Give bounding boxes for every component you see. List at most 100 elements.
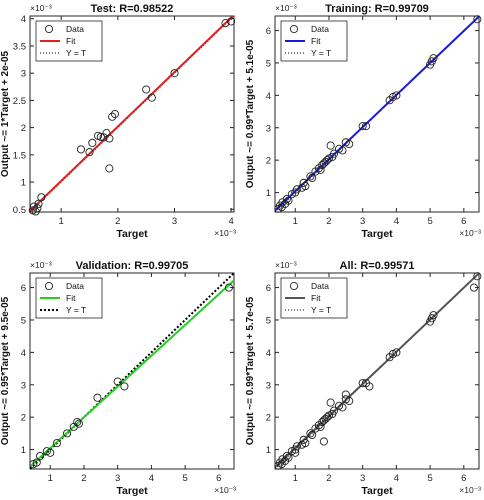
legend: Data Fit Y = T [35, 277, 103, 319]
data-point [301, 439, 310, 448]
x-tick-label: 1 [59, 216, 64, 227]
data-point [76, 145, 86, 154]
x-axis-label: Target [116, 485, 148, 497]
y-tick-label: 3 [266, 380, 271, 391]
data-point [358, 379, 367, 388]
data-point [284, 196, 293, 205]
data-point [37, 193, 46, 202]
data-point [105, 134, 114, 143]
legend: Data Fit Y = T [280, 20, 348, 62]
x-axis-label: Target [361, 228, 393, 240]
data-point [308, 173, 317, 183]
data-point [326, 141, 335, 150]
data-point [284, 453, 293, 462]
y-tick-label: 0.5 [13, 205, 26, 216]
y-tick-label: 1 [266, 445, 271, 456]
data-point [170, 69, 179, 78]
chart-title: Test: R=0.98522 [91, 3, 174, 15]
x-tick-label: 2 [326, 473, 331, 484]
y-tick-label: 4 [266, 91, 271, 102]
data-point [319, 437, 328, 446]
data-point [392, 348, 401, 357]
y-exponent-label: ×10⁻³ [275, 3, 297, 13]
data-point [282, 194, 291, 204]
data-point [429, 54, 438, 63]
y-tick-label: 5 [21, 315, 26, 326]
data-point [365, 382, 374, 391]
x-exponent-label: ×10⁻³ [459, 228, 481, 238]
data-point [338, 403, 347, 412]
y-tick-label: 6 [21, 283, 26, 294]
data-point [316, 422, 325, 431]
data-point [341, 390, 350, 399]
legend-label-fit: Fit [66, 293, 76, 303]
x-tick-label: 1 [48, 473, 53, 484]
data-point [306, 172, 315, 181]
identity-line [30, 273, 234, 469]
data-point [291, 448, 300, 457]
x-tick-label: 3 [360, 473, 365, 484]
legend-data-marker [44, 281, 54, 291]
y-exponent-label: ×10⁻³ [30, 3, 52, 13]
data-point [105, 164, 114, 173]
x-tick-label: 4 [149, 473, 154, 484]
data-point [473, 15, 482, 24]
data-point [46, 448, 55, 457]
chart-title: Training: R=0.99709 [325, 3, 429, 15]
y-tick-label: 3 [266, 123, 271, 134]
x-axis-label: Target [116, 228, 148, 240]
y-tick-label: 5 [266, 58, 271, 69]
legend: Data Fit Y = T [35, 20, 103, 62]
legend-label-data: Data [311, 24, 329, 34]
fit-line [275, 273, 479, 469]
data-point [108, 112, 117, 121]
x-tick-label: 1 [293, 216, 298, 227]
legend-data-marker [289, 24, 299, 34]
x-tick-label: 1 [293, 473, 298, 484]
y-tick-label: 2.5 [13, 96, 26, 107]
y-tick-label: 1 [21, 445, 26, 456]
legend-label-fit: Fit [66, 36, 76, 46]
legend-label-data: Data [66, 24, 84, 34]
x-tick-label: 3 [172, 216, 177, 227]
data-point [74, 419, 83, 428]
legend-label-identity: Y = T [311, 48, 331, 58]
data-point [301, 182, 310, 191]
data-point [292, 185, 301, 194]
y-tick-label: 1 [21, 178, 26, 189]
y-tick-label: 2 [266, 156, 271, 167]
x-tick-label: 2 [326, 216, 331, 227]
data-point [224, 283, 233, 292]
data-point [221, 19, 230, 28]
data-point [142, 85, 151, 94]
x-tick-label: 5 [427, 473, 432, 484]
data-point [120, 382, 129, 391]
legend: Data Fit Y = T [280, 277, 348, 319]
data-point [392, 91, 401, 100]
y-exponent-label: ×10⁻³ [30, 260, 52, 270]
data-point [147, 93, 156, 102]
data-point [33, 204, 42, 213]
data-point [282, 451, 291, 461]
legend-label-data: Data [311, 281, 329, 291]
legend-label-fit: Fit [311, 36, 321, 46]
chart-title: All: R=0.99571 [340, 260, 415, 272]
data-point [63, 429, 72, 438]
x-tick-label: 3 [360, 216, 365, 227]
y-exponent-label: ×10⁻³ [275, 260, 297, 270]
x-tick-label: 5 [427, 216, 432, 227]
y-tick-label: 6 [266, 26, 271, 37]
legend-label-identity: Y = T [66, 305, 86, 315]
y-tick-label: 1 [266, 188, 271, 199]
x-tick-label: 4 [394, 473, 399, 484]
x-tick-label: 4 [229, 216, 234, 227]
y-tick-label: 3 [21, 69, 26, 80]
legend-label-identity: Y = T [66, 48, 86, 58]
x-tick-label: 4 [394, 216, 399, 227]
y-axis-label: Output ~= 0.95*Target + 9.5e-05 [0, 296, 11, 445]
